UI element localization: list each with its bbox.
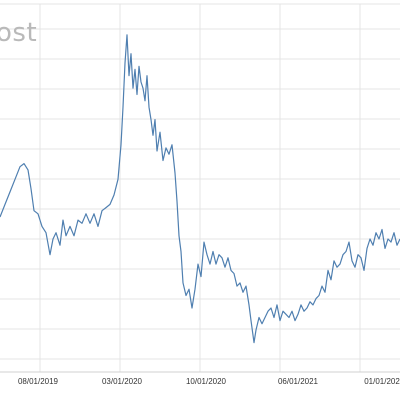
x-tick-label: 06/01/2021: [278, 377, 319, 386]
chart-title: ost: [0, 18, 38, 48]
x-tick-label: 10/01/2020: [186, 377, 227, 386]
x-tick-label: 03/01/2020: [102, 377, 143, 386]
series-line: [0, 34, 400, 344]
x-tick-label: 01/01/202: [364, 377, 400, 386]
x-tick-label: 08/01/2019: [18, 377, 59, 386]
